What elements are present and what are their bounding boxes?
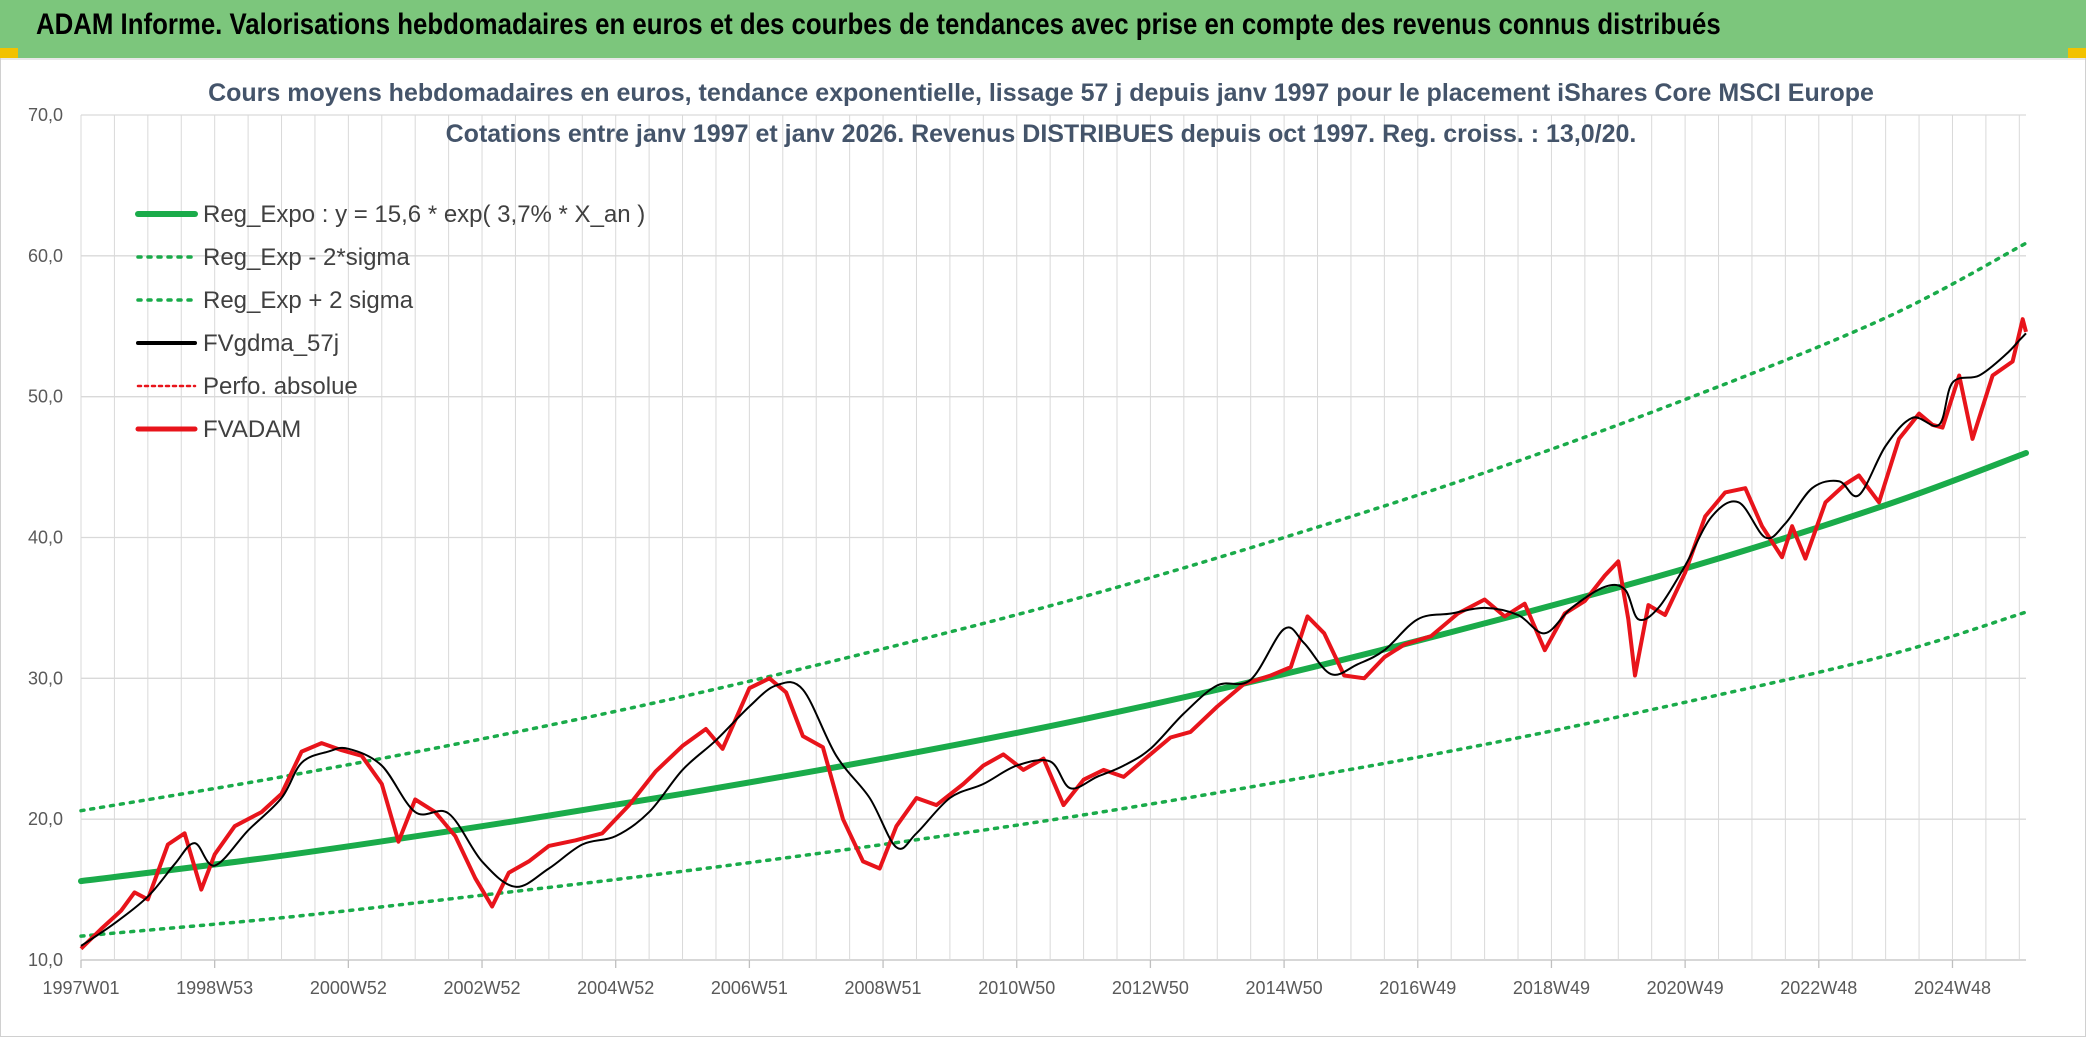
series-fvadam xyxy=(79,317,2028,951)
banner-edge-right xyxy=(2068,48,2086,58)
x-tick-label: 2024W48 xyxy=(1914,978,1991,998)
legend-label-fvgdma: FVgdma_57j xyxy=(203,330,339,357)
legend-label-fvadam: FVADAM xyxy=(203,416,301,443)
chart-title: Cours moyens hebdomadaires en euros, ten… xyxy=(208,79,1874,107)
chart-legend: Reg_Expo : y = 15,6 * exp( 3,7% * X_an )… xyxy=(135,201,645,443)
y-tick-label: 20,0 xyxy=(28,809,63,829)
series-reg-exp-2-sigma xyxy=(79,610,2028,938)
x-tick-label: 2014W50 xyxy=(1246,978,1323,998)
y-tick-label: 60,0 xyxy=(28,246,63,266)
legend-label-reg_expo: Reg_Expo : y = 15,6 * exp( 3,7% * X_an ) xyxy=(203,201,645,228)
x-tick-label: 2018W49 xyxy=(1513,978,1590,998)
report-title: ADAM Informe. Valorisations hebdomadaire… xyxy=(36,8,1721,41)
x-tick-label: 2022W48 xyxy=(1780,978,1857,998)
x-tick-label: 2008W51 xyxy=(845,978,922,998)
x-tick-label: 2012W50 xyxy=(1112,978,1189,998)
banner-edge-left xyxy=(0,48,18,58)
y-tick-label: 50,0 xyxy=(28,387,63,407)
x-tick-label: 1997W01 xyxy=(42,978,119,998)
x-tick-label: 2004W52 xyxy=(577,978,654,998)
x-tick-label: 2006W51 xyxy=(711,978,788,998)
chart-series xyxy=(78,241,2029,951)
y-axis-ticks: 10,0 20,0 30,0 40,0 50,0 60,0 70,0 xyxy=(28,105,63,970)
x-tick-label: 2000W52 xyxy=(310,978,387,998)
series-fvgdma-57j xyxy=(80,332,2027,947)
x-tick-label: 1998W53 xyxy=(176,978,253,998)
chart-frame: 10,0 20,0 30,0 40,0 50,0 60,0 70,0 1997W01 1998… xyxy=(0,58,2086,1037)
series-reg-exp-2-sigma xyxy=(79,241,2028,813)
x-tick-label: 2016W49 xyxy=(1379,978,1456,998)
series-reg-expo xyxy=(78,450,2029,885)
chart-subtitle: Cotations entre janv 1997 et janv 2026. … xyxy=(446,120,1637,148)
x-tick-label: 2002W52 xyxy=(443,978,520,998)
gridlines xyxy=(80,114,2026,961)
legend-label-perfo: Perfo. absolue xyxy=(203,373,358,400)
y-tick-label: 30,0 xyxy=(28,668,63,688)
x-axis-ticks: 1997W01 1998W53 2000W52 2002W52 2004W52 2006W… xyxy=(42,960,1991,998)
y-tick-label: 10,0 xyxy=(28,950,63,970)
report-banner: ADAM Informe. Valorisations hebdomadaire… xyxy=(0,0,2086,60)
trend-chart: 10,0 20,0 30,0 40,0 50,0 60,0 70,0 1997W01 1998… xyxy=(28,79,2029,998)
y-tick-label: 40,0 xyxy=(28,528,63,548)
x-tick-label: 2010W50 xyxy=(978,978,1055,998)
legend-label-reg_minus: Reg_Exp - 2*sigma xyxy=(203,244,410,271)
legend-label-reg_plus: Reg_Exp + 2 sigma xyxy=(203,287,414,314)
x-tick-label: 2020W49 xyxy=(1647,978,1724,998)
y-tick-label: 70,0 xyxy=(28,105,63,125)
